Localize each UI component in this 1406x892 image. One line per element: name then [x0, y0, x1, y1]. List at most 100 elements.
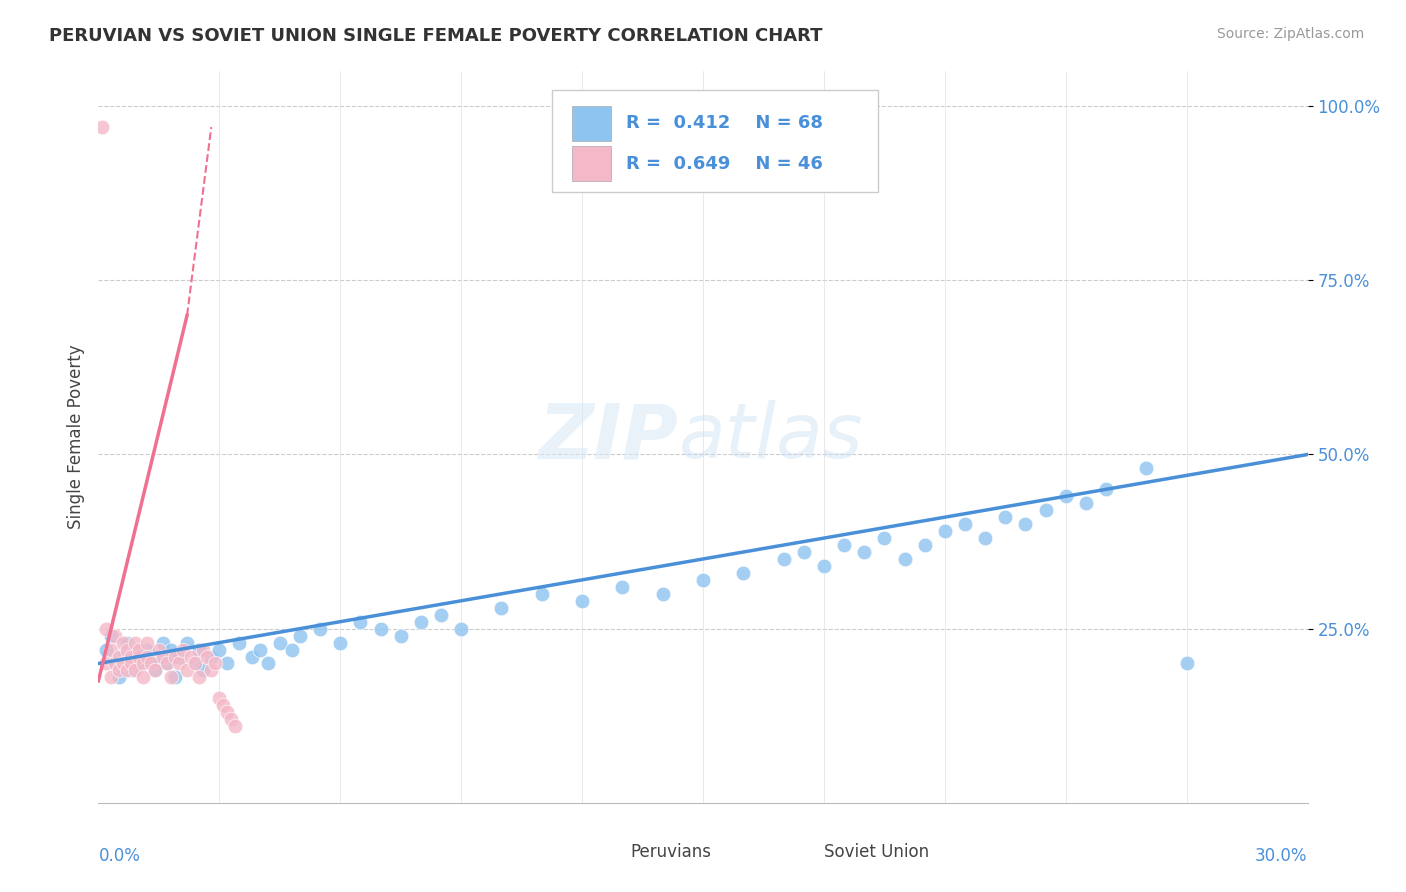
Text: Source: ZipAtlas.com: Source: ZipAtlas.com — [1216, 27, 1364, 41]
Point — [953, 517, 976, 532]
Point — [160, 670, 183, 684]
Point — [651, 587, 673, 601]
Point — [100, 629, 122, 643]
Point — [115, 635, 138, 649]
Point — [450, 622, 472, 636]
Bar — [763, 817, 803, 847]
Point — [128, 657, 150, 671]
Point — [813, 558, 835, 573]
Point — [309, 622, 332, 636]
Y-axis label: Single Female Poverty: Single Female Poverty — [66, 345, 84, 529]
Point — [256, 657, 278, 671]
Bar — [572, 146, 612, 181]
Point — [152, 635, 174, 649]
Point — [200, 649, 222, 664]
Point — [193, 664, 215, 678]
Point — [111, 635, 134, 649]
Point — [212, 698, 235, 713]
Text: 30.0%: 30.0% — [1256, 847, 1308, 864]
Point — [914, 538, 936, 552]
Point — [143, 664, 166, 678]
Point — [612, 580, 634, 594]
Point — [288, 629, 311, 643]
Point — [1035, 503, 1057, 517]
Point — [152, 649, 174, 664]
Bar — [572, 106, 612, 141]
Point — [571, 594, 593, 608]
Point — [370, 622, 392, 636]
Point — [103, 657, 125, 671]
Point — [188, 670, 211, 684]
Point — [409, 615, 432, 629]
Point — [349, 615, 371, 629]
Point — [96, 622, 118, 636]
Point — [430, 607, 453, 622]
Point — [120, 649, 142, 664]
Point — [135, 635, 157, 649]
Point — [217, 657, 239, 671]
Point — [107, 649, 129, 664]
Point — [204, 657, 226, 671]
Point — [853, 545, 876, 559]
Point — [200, 664, 222, 678]
Point — [832, 538, 855, 552]
Point — [139, 657, 162, 671]
Point — [1175, 657, 1198, 671]
Point — [228, 635, 250, 649]
Point — [115, 642, 138, 657]
Point — [120, 657, 142, 671]
Point — [180, 649, 202, 664]
Point — [1014, 517, 1036, 532]
Point — [221, 712, 243, 726]
Point — [184, 657, 207, 671]
Point — [143, 664, 166, 678]
Point — [240, 649, 263, 664]
Point — [772, 552, 794, 566]
Point — [160, 642, 183, 657]
Point — [163, 649, 186, 664]
Point — [184, 657, 207, 671]
Point — [120, 664, 142, 678]
Point — [132, 657, 155, 671]
Point — [107, 664, 129, 678]
Point — [195, 649, 218, 664]
Point — [100, 642, 122, 657]
Point — [208, 691, 231, 706]
Text: Soviet Union: Soviet Union — [824, 843, 929, 861]
Point — [1135, 461, 1157, 475]
Point — [115, 664, 138, 678]
Text: R =  0.649    N = 46: R = 0.649 N = 46 — [626, 154, 823, 172]
Bar — [569, 817, 609, 847]
Point — [994, 510, 1017, 524]
Point — [530, 587, 553, 601]
Point — [934, 524, 956, 538]
Point — [107, 670, 129, 684]
Point — [176, 664, 198, 678]
Point — [100, 670, 122, 684]
Point — [132, 649, 155, 664]
Point — [167, 657, 190, 671]
Point — [208, 642, 231, 657]
Point — [148, 649, 170, 664]
Point — [128, 649, 150, 664]
Point — [156, 657, 179, 671]
Point — [1095, 483, 1118, 497]
Point — [103, 629, 125, 643]
Point — [96, 657, 118, 671]
Point — [111, 649, 134, 664]
Point — [163, 670, 186, 684]
Point — [224, 719, 246, 733]
Point — [128, 642, 150, 657]
Point — [329, 635, 352, 649]
Point — [111, 657, 134, 671]
Point — [1074, 496, 1097, 510]
Point — [974, 531, 997, 545]
Point — [188, 642, 211, 657]
Text: Peruvians: Peruvians — [630, 843, 711, 861]
Point — [491, 600, 513, 615]
Point — [893, 552, 915, 566]
Point — [1054, 489, 1077, 503]
Point — [91, 120, 114, 134]
Text: atlas: atlas — [679, 401, 863, 474]
Point — [193, 642, 215, 657]
